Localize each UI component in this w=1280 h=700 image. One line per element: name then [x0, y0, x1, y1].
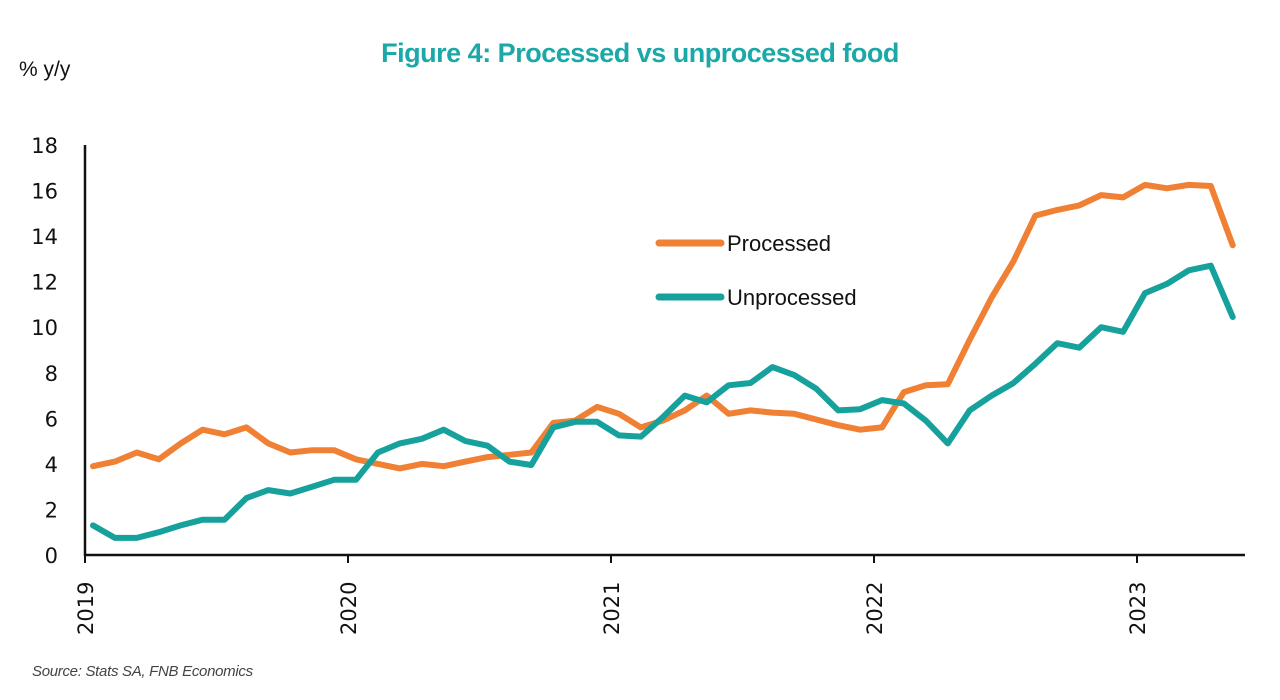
y-tick-label: 14 — [31, 225, 58, 249]
x-tick-label: 2023 — [1126, 582, 1150, 635]
series-line-unprocessed — [90, 262, 1236, 541]
y-tick-label: 12 — [31, 271, 58, 295]
y-tick-label: 18 — [31, 134, 58, 158]
source-note: Source: Stats SA, FNB Economics — [32, 663, 253, 680]
legend-label-processed: Processed — [727, 231, 831, 256]
series-line-processed — [90, 181, 1236, 472]
series-lines — [90, 181, 1236, 541]
y-tick-label: 4 — [45, 453, 58, 477]
y-tick-label: 10 — [31, 316, 58, 340]
chart-title: Figure 4: Processed vs unprocessed food — [381, 38, 899, 68]
y-axis-label: % y/y — [19, 58, 71, 81]
y-tick-label: 6 — [45, 407, 58, 431]
x-axis-ticks: 2019 2020 2021 2022 2023 — [74, 555, 1150, 635]
legend-label-unprocessed: Unprocessed — [727, 285, 857, 310]
y-tick-label: 8 — [45, 362, 58, 386]
y-tick-label: 16 — [31, 180, 58, 204]
x-tick-label: 2019 — [74, 582, 98, 635]
y-tick-label: 0 — [45, 544, 58, 568]
x-tick-label: 2021 — [600, 582, 624, 635]
axes — [83, 145, 1245, 557]
y-axis-ticks: 0 2 4 6 8 10 12 14 16 18 — [31, 134, 58, 568]
y-tick-label: 2 — [45, 498, 58, 522]
legend: Processed Unprocessed — [655, 231, 857, 310]
x-tick-label: 2022 — [863, 582, 887, 635]
x-tick-label: 2020 — [337, 582, 361, 635]
